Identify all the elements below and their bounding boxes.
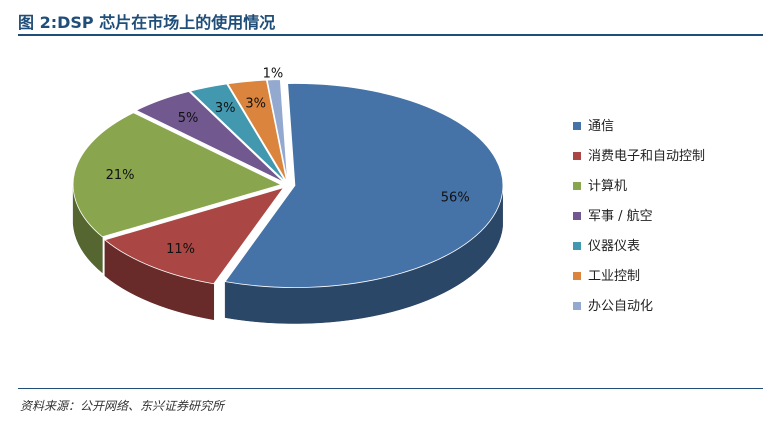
pie-slice-4: [135, 91, 285, 183]
slice-label-4: 5%: [178, 111, 199, 126]
pie-slice-5: [189, 83, 286, 183]
pie-slice-2: [104, 186, 285, 285]
legend-swatch: [573, 241, 581, 250]
legend-item-1: 通信: [573, 112, 763, 142]
legend-label: 工业控制: [588, 269, 641, 284]
chart-title: 图 2:DSP 芯片在市场上的使用情况: [18, 13, 276, 32]
legend-item-2: 消费电子和自动控制: [573, 142, 763, 172]
legend-item-4: 军事 / 航空: [573, 202, 763, 232]
legend-label: 计算机: [588, 179, 628, 194]
pie-data-labels: 56% 11% 21% 5% 3% 3% 1%: [106, 67, 470, 257]
legend-label: 通信: [588, 119, 615, 134]
pie-slice-1: [224, 83, 504, 288]
legend-swatch: [573, 121, 581, 130]
legend-item-7: 办公自动化: [573, 292, 763, 322]
legend-label: 军事 / 航空: [588, 209, 653, 224]
slice-label-1: 56%: [441, 191, 470, 206]
pie-slices: [72, 79, 504, 288]
slice-label-2: 11%: [166, 242, 195, 257]
slice-label-3: 21%: [106, 168, 135, 183]
legend-swatch: [573, 301, 581, 310]
source-note: 资料来源：公开网络、东兴证券研究所: [20, 399, 225, 413]
chart-legend: 通信消费电子和自动控制 计算机军事 / 航空 仪器仪表工业控制办公自动化: [573, 112, 763, 322]
legend-swatch: [573, 271, 581, 280]
footer-divider: [18, 388, 763, 389]
slice-label-6: 3%: [245, 97, 266, 112]
legend-item-3: 计算机: [573, 172, 763, 202]
pie-slice-3: [72, 112, 283, 238]
legend-item-6: 工业控制: [573, 262, 763, 292]
pie-slice-7: [266, 79, 288, 182]
legend-label: 仪器仪表: [588, 239, 641, 254]
legend-swatch: [573, 151, 581, 160]
pie-sides: [72, 187, 503, 324]
legend-label: 办公自动化: [588, 299, 654, 314]
legend-label: 消费电子和自动控制: [588, 149, 706, 164]
legend-item-5: 仪器仪表: [573, 232, 763, 262]
slice-label-5: 3%: [215, 101, 236, 116]
title-divider: [18, 34, 763, 36]
legend-swatch: [573, 181, 581, 190]
pie-slice-6: [227, 79, 288, 182]
slice-label-7: 1%: [263, 67, 284, 82]
legend-swatch: [573, 211, 581, 220]
